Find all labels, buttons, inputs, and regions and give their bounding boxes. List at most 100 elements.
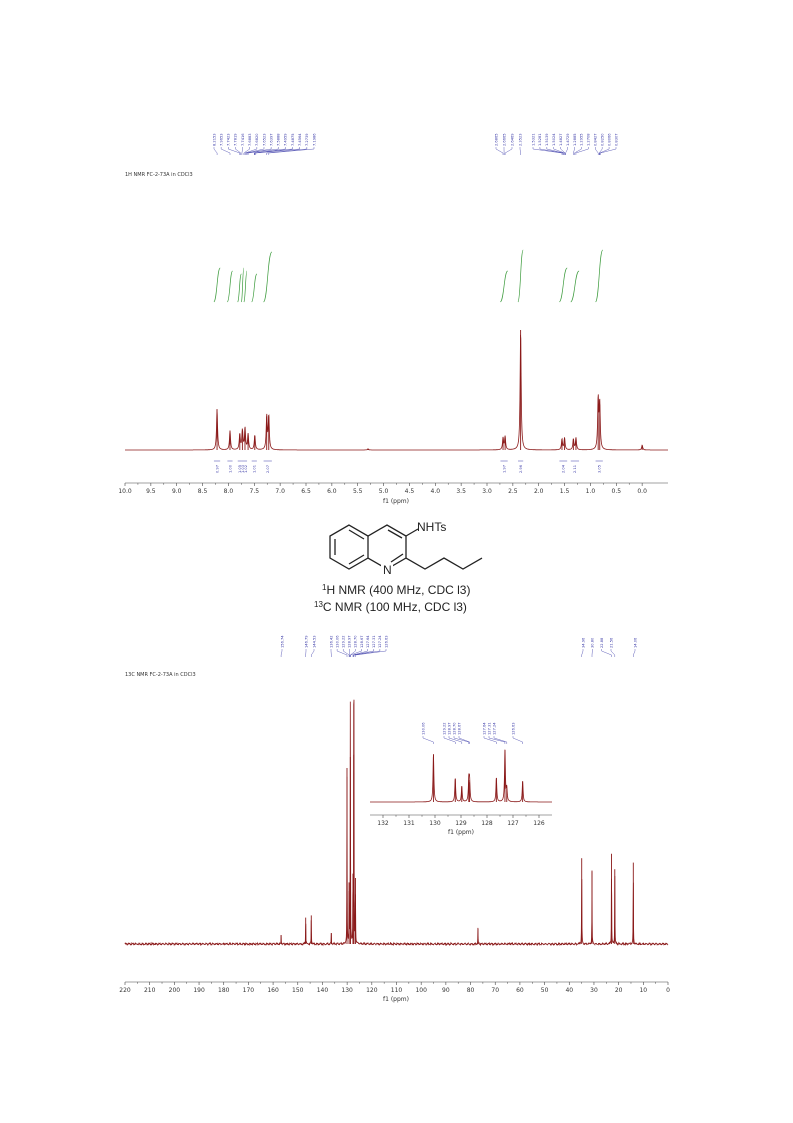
proton-integral-value-5: 1.02 [244,465,248,473]
proton-peak-connector-1 [213,147,218,155]
proton-peak-connector-7 [244,147,258,155]
carbon-peak-label-1: 156.74 [280,635,284,648]
carbon-peak-connector-17 [610,649,615,657]
proton-peak-connector-32 [600,147,617,155]
proton-x-axis: 10.0 9.5 9.0 8.5 8.0 7.5 7.0 6.5 6.0 5.5 5.0 4.5 4.0… [118,482,668,495]
carbon-peak-connector-5 [336,649,348,657]
proton-peak-connector-11 [254,147,286,155]
inset-tick-label-2: 131 [403,820,415,827]
proton-tick-label-6: 7.5 [250,488,260,495]
proton-peak-label-29: 0.8427 [594,133,598,146]
proton-peak-connector-21 [539,147,564,155]
proton-integral-curve-8 [500,270,509,303]
proton-peak-connector-2 [220,147,231,155]
carbon-peak-label-17: 21.56 [609,637,613,648]
carbon-tick-label-14: 90 [442,987,450,994]
proton-integral-value-1: 0.97 [215,465,219,473]
proton-peak-label-19: 2.3523 [518,133,522,146]
carbon-peak-label-9: 128.67 [360,635,364,648]
inset-x-axis: 132 131 130 129 128 127 126 [370,814,552,827]
proton-integral-curve-2 [227,270,233,303]
proton-peak-label-group: 8.2153 7.9653 7.7423 7.7819 7.7416 7.6883 7.68… [212,133,618,155]
proton-peak-connector-8 [245,147,265,155]
inset-trace-group [370,749,552,803]
proton-integral-curve-1 [213,267,221,303]
carbon-tick-label-9: 140 [317,987,329,994]
carbon-peak-connector-1 [280,649,283,657]
carbon-peak-label-18: 14.06 [633,637,637,648]
proton-peak-connector-18 [504,147,513,155]
proton-tick-label-1: 10.0 [118,488,132,495]
carbon-tick-label-15: 80 [467,987,475,994]
benzo-ring [329,524,369,570]
carbon-tick-label-19: 40 [565,987,573,994]
carbon-peak-connector-9 [350,649,362,657]
carbon-tick-label-20: 30 [590,987,598,994]
proton-peak-label-17: 2.6665 [502,133,506,146]
proton-integral-curve-9 [517,249,524,303]
carbon-spectrum-title: 13C NMR FC-2-73A in CDCl3 [125,672,196,678]
proton-spectrum-title: 1H NMR FC-2-73A in CDCl3 [125,172,193,178]
carbon-peak-label-7: 128.97 [348,635,352,648]
proton-peak-label-3: 7.7423 [227,133,231,146]
carbon-peak-label-3: 144.53 [312,635,316,648]
carbon-tick-label-1: 220 [119,987,131,994]
carbon-tick-label-13: 100 [415,987,427,994]
proton-peak-label-16: 2.6865 [494,133,498,146]
carbon-tick-label-7: 160 [267,987,279,994]
proton-peak-label-27: 1.2955 [580,133,584,146]
caption-line-2: 13C NMR (100 MHz, CDC l3) [314,600,467,614]
nitrogen-label-bg [381,563,393,575]
proton-peak-connector-19 [519,147,521,155]
proton-integral-value-8: 1.97 [502,465,506,473]
proton-peak-connector-13 [255,147,300,155]
pyridine-double-bond-1 [387,529,403,539]
carbon-x-axis: 220 210 200 190 180 170 160 150 140 130 120 110 100 9… [119,981,670,994]
carbon-tick-label-23: 0 [666,987,670,994]
proton-peak-label-9: 7.6397 [269,133,273,146]
inset-peak-label-1: 130.06 [421,722,425,735]
carbon-peak-connector-14 [581,649,584,657]
proton-peak-connector-20 [532,147,563,155]
caption-line-1-text: H NMR (400 MHz, CDC l3) [326,583,470,597]
proton-peak-label-28: 1.2708 [587,133,591,146]
carbon-peak-label-6: 129.22 [342,635,346,648]
proton-peak-label-15: 7.1986 [312,133,316,146]
inset-peak-label-5: 128.67 [457,722,461,735]
proton-integral-curve-4 [241,267,245,303]
benzo-double-bond-3 [348,529,365,540]
inset-x-axis-title: f1 (ppm) [448,829,474,836]
carbon-peak-label-11: 127.31 [372,635,376,648]
carbon-tick-label-12: 110 [391,987,403,994]
carbon-tick-label-5: 180 [218,987,230,994]
inset-spectrum-trace [370,749,552,803]
proton-integral-curve-7 [263,251,273,303]
inset-tick-label-3: 130 [429,820,441,827]
proton-peak-connector-27 [574,147,582,155]
carbon-tick-label-18: 50 [541,987,549,994]
inset-peak-connector-2 [443,736,456,744]
proton-peak-label-6: 7.6883 [248,133,252,146]
proton-tick-label-11: 5.0 [379,488,389,495]
proton-peak-label-31: 0.8066 [607,133,611,146]
carbon-tick-label-21: 20 [615,987,623,994]
proton-integral-curve-11 [570,270,580,303]
carbon-peak-connector-18 [633,649,636,657]
proton-peak-connector-16 [495,147,504,155]
proton-integral-value-9: 2.96 [519,464,523,473]
proton-peak-label-32: 0.8307 [614,133,618,146]
inset-peak-connector-4 [453,736,469,744]
proton-tick-label-14: 3.5 [456,488,466,495]
proton-peak-connector-28 [575,147,589,155]
pyridine-double-bond-2 [390,553,404,563]
carbon-peak-label-14: 34.96 [581,637,585,648]
proton-peak-connector-23 [553,147,565,155]
proton-peak-label-5: 7.7416 [241,133,245,146]
proton-peak-connector-24 [560,147,566,155]
proton-tick-label-15: 3.0 [482,488,492,495]
carbon-tick-label-3: 200 [169,987,181,994]
proton-tick-label-4: 8.5 [198,488,208,495]
carbon-peak-label-15: 30.80 [591,637,595,648]
caption-line-1-sup: 1 [322,583,327,592]
